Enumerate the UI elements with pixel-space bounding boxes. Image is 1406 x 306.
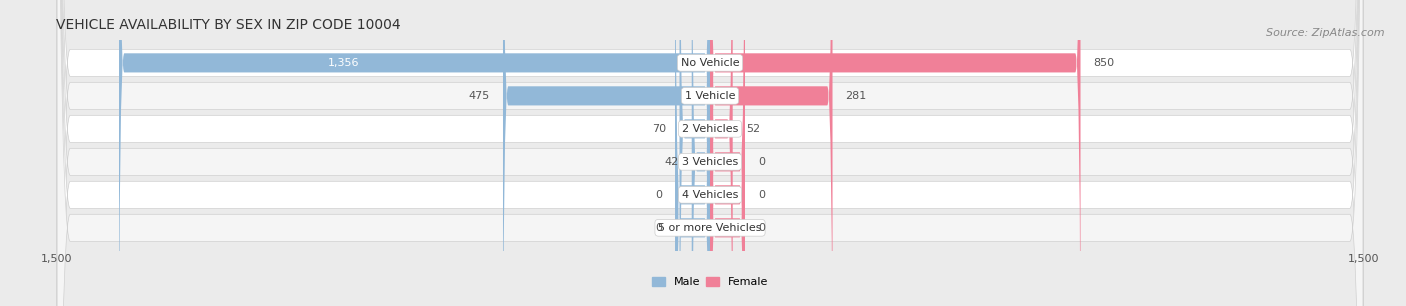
FancyBboxPatch shape: [58, 0, 1362, 306]
Text: 42: 42: [665, 157, 679, 167]
FancyBboxPatch shape: [58, 0, 1362, 306]
FancyBboxPatch shape: [58, 0, 1362, 306]
FancyBboxPatch shape: [58, 0, 1362, 306]
Text: 52: 52: [745, 124, 759, 134]
FancyBboxPatch shape: [710, 0, 832, 306]
FancyBboxPatch shape: [58, 0, 1362, 306]
FancyBboxPatch shape: [710, 0, 745, 306]
Text: No Vehicle: No Vehicle: [681, 58, 740, 68]
FancyBboxPatch shape: [58, 0, 1362, 306]
Text: 5 or more Vehicles: 5 or more Vehicles: [658, 223, 762, 233]
FancyBboxPatch shape: [503, 0, 710, 306]
Text: VEHICLE AVAILABILITY BY SEX IN ZIP CODE 10004: VEHICLE AVAILABILITY BY SEX IN ZIP CODE …: [56, 18, 401, 32]
FancyBboxPatch shape: [710, 0, 733, 306]
Text: 281: 281: [845, 91, 868, 101]
Text: 0: 0: [655, 223, 662, 233]
Text: 4 Vehicles: 4 Vehicles: [682, 190, 738, 200]
Text: 0: 0: [758, 223, 765, 233]
FancyBboxPatch shape: [692, 0, 710, 306]
Text: 0: 0: [758, 190, 765, 200]
FancyBboxPatch shape: [710, 0, 1080, 306]
FancyBboxPatch shape: [679, 0, 710, 306]
Text: 850: 850: [1094, 58, 1115, 68]
Text: 0: 0: [758, 157, 765, 167]
Text: 70: 70: [652, 124, 666, 134]
FancyBboxPatch shape: [710, 0, 745, 306]
FancyBboxPatch shape: [120, 0, 710, 306]
FancyBboxPatch shape: [675, 0, 710, 306]
FancyBboxPatch shape: [710, 0, 745, 306]
Text: 0: 0: [655, 190, 662, 200]
Text: 2 Vehicles: 2 Vehicles: [682, 124, 738, 134]
Text: 475: 475: [468, 91, 489, 101]
FancyBboxPatch shape: [675, 0, 710, 306]
Text: 3 Vehicles: 3 Vehicles: [682, 157, 738, 167]
Legend: Male, Female: Male, Female: [647, 272, 773, 292]
Text: 1,356: 1,356: [328, 58, 359, 68]
Text: 1 Vehicle: 1 Vehicle: [685, 91, 735, 101]
Text: Source: ZipAtlas.com: Source: ZipAtlas.com: [1267, 28, 1385, 38]
